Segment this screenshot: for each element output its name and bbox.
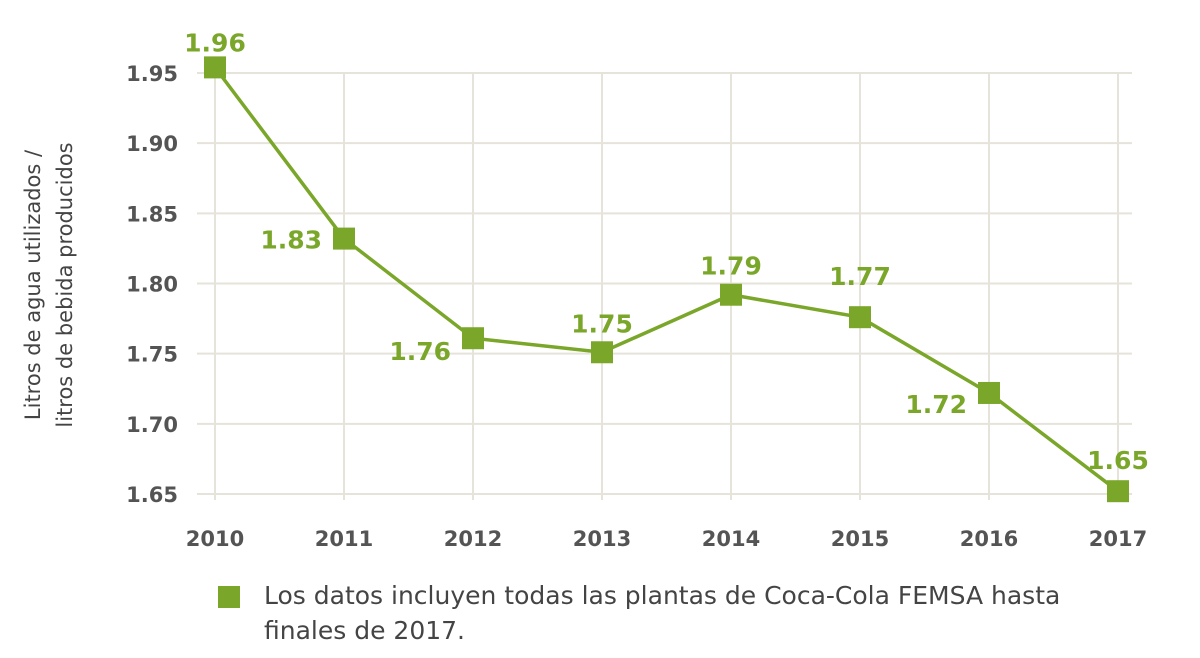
line-chart: 1.65 1.70 1.75 1.80 1.85 1.90 1.95 2010 2011 2012… bbox=[21, 28, 1149, 551]
x-tick-label: 2012 bbox=[444, 527, 502, 551]
data-point bbox=[978, 381, 1000, 404]
x-tick-label: 2010 bbox=[186, 527, 244, 551]
legend: Los datos incluyen todas las plantas de … bbox=[218, 578, 1144, 648]
y-tick-label: 1.75 bbox=[126, 343, 178, 367]
x-tick-label: 2016 bbox=[960, 527, 1018, 551]
y-tick-label: 1.80 bbox=[126, 273, 178, 297]
data-label: 1.72 bbox=[905, 390, 967, 419]
data-point bbox=[333, 227, 355, 250]
y-axis-label-line: Litros de agua utilizados / bbox=[21, 149, 45, 420]
y-tick-label: 1.70 bbox=[126, 413, 178, 437]
y-tick-label: 1.65 bbox=[126, 483, 178, 507]
data-label: 1.96 bbox=[184, 28, 246, 57]
y-axis-label: Litros de agua utilizados / litros de beb… bbox=[21, 142, 77, 427]
x-tick-label: 2014 bbox=[702, 527, 760, 551]
data-point bbox=[591, 341, 613, 364]
x-tick-label: 2015 bbox=[831, 527, 889, 551]
series-line bbox=[213, 66, 1120, 493]
y-tick-label: 1.85 bbox=[126, 202, 178, 226]
data-label: 1.83 bbox=[260, 226, 322, 255]
data-point bbox=[720, 283, 742, 306]
legend-swatch bbox=[218, 586, 240, 608]
x-tick-label: 2013 bbox=[573, 527, 631, 551]
data-label: 1.77 bbox=[829, 262, 891, 291]
data-point bbox=[204, 56, 226, 79]
data-label: 1.75 bbox=[571, 309, 633, 338]
data-label: 1.65 bbox=[1087, 446, 1149, 475]
data-point bbox=[462, 327, 484, 350]
data-point bbox=[849, 306, 871, 329]
x-tick-label: 2011 bbox=[315, 527, 373, 551]
x-tick-label: 2017 bbox=[1089, 527, 1147, 551]
y-tick-label: 1.95 bbox=[126, 62, 178, 86]
data-label: 1.79 bbox=[700, 252, 762, 281]
data-point bbox=[1107, 480, 1129, 503]
y-axis-label-line: litros de bebida producidos bbox=[53, 142, 77, 427]
data-label: 1.76 bbox=[389, 337, 451, 366]
y-tick-label: 1.90 bbox=[126, 132, 178, 156]
legend-text: Los datos incluyen todas las plantas de … bbox=[264, 581, 1061, 645]
